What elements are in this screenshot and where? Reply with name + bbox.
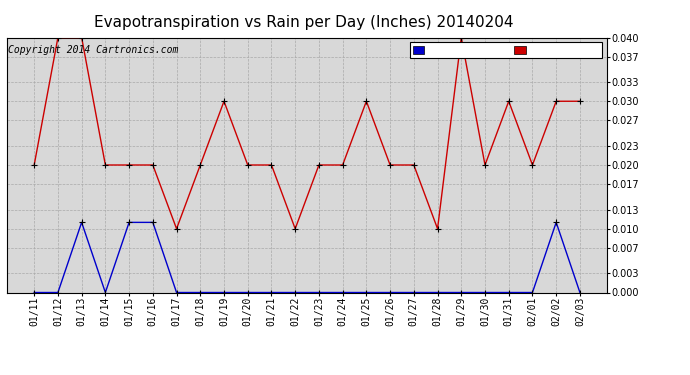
Text: Evapotranspiration vs Rain per Day (Inches) 20140204: Evapotranspiration vs Rain per Day (Inch… <box>94 15 513 30</box>
Text: Copyright 2014 Cartronics.com: Copyright 2014 Cartronics.com <box>8 45 179 55</box>
Legend: Rain  (Inches), ET  (Inches): Rain (Inches), ET (Inches) <box>410 42 602 58</box>
